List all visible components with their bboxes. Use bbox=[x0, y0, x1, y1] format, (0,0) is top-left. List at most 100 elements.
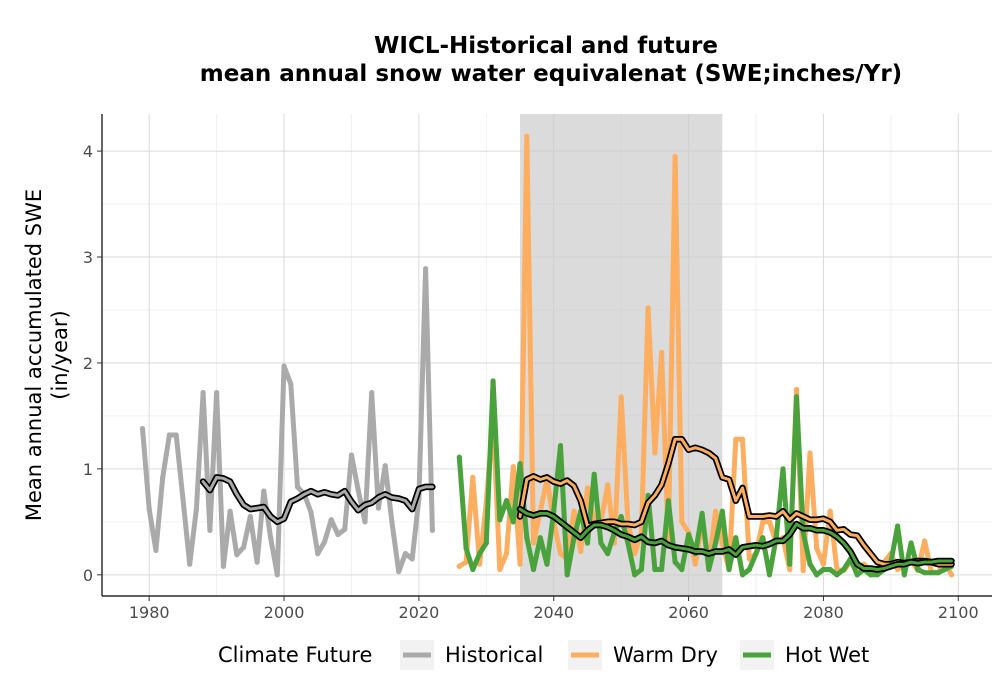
data-point-historical bbox=[308, 509, 314, 515]
data-point-warm-dry bbox=[524, 133, 530, 139]
data-point-warm-dry bbox=[632, 551, 638, 557]
data-point-hot-wet bbox=[638, 566, 644, 573]
data-point-hot-wet bbox=[524, 535, 530, 541]
data-point-hot-wet bbox=[733, 535, 739, 541]
data-point-hot-wet bbox=[874, 572, 880, 578]
y-axis-title: Mean annual accumulated SWE (in/year) bbox=[22, 189, 72, 521]
data-point-warm-dry bbox=[510, 464, 516, 470]
data-point-hot-wet bbox=[726, 566, 732, 573]
x-tick-label: 2000 bbox=[264, 603, 305, 622]
data-point-historical bbox=[160, 474, 166, 480]
data-point-hot-wet bbox=[780, 466, 786, 472]
data-point-hot-wet bbox=[766, 572, 773, 578]
data-point-warm-dry bbox=[530, 540, 537, 546]
data-point-hot-wet bbox=[699, 510, 705, 516]
data-point-warm-dry bbox=[692, 561, 698, 567]
data-point-historical bbox=[193, 506, 199, 512]
y-tick-label: 4 bbox=[83, 142, 93, 161]
y-tick-label: 3 bbox=[83, 248, 93, 267]
series-points-hot-wet bbox=[456, 378, 955, 578]
data-point-hot-wet bbox=[753, 551, 759, 557]
data-point-hot-wet bbox=[652, 566, 658, 573]
data-point-hot-wet bbox=[746, 566, 752, 573]
data-point-hot-wet bbox=[470, 566, 476, 573]
data-point-hot-wet bbox=[537, 535, 543, 541]
data-point-hot-wet bbox=[665, 498, 671, 504]
data-point-historical bbox=[261, 488, 267, 494]
data-point-warm-dry bbox=[679, 519, 685, 525]
data-point-hot-wet bbox=[787, 561, 793, 567]
plot-area: 1980 2000 2020 2040 2060 2080 2100 0 1 2 3 4 bbox=[83, 114, 992, 622]
data-point-hot-wet bbox=[483, 540, 489, 546]
data-point-hot-wet bbox=[591, 471, 597, 477]
data-point-historical bbox=[402, 551, 409, 557]
data-point-historical bbox=[247, 513, 253, 520]
data-point-historical bbox=[288, 381, 294, 387]
x-tick-label: 2080 bbox=[803, 603, 844, 622]
data-point-hot-wet bbox=[456, 454, 462, 460]
data-point-hot-wet bbox=[564, 572, 570, 578]
data-point-hot-wet bbox=[793, 394, 800, 400]
data-point-hot-wet bbox=[712, 540, 719, 546]
data-point-hot-wet bbox=[706, 566, 712, 573]
data-point-hot-wet bbox=[908, 540, 914, 546]
data-point-historical bbox=[187, 561, 193, 567]
data-point-historical bbox=[321, 539, 328, 545]
data-point-historical bbox=[429, 527, 435, 533]
data-point-warm-dry bbox=[787, 566, 793, 573]
data-point-historical bbox=[227, 508, 233, 514]
data-point-warm-dry bbox=[497, 566, 503, 573]
y-axis-title-line2: (in/year) bbox=[48, 310, 72, 399]
data-point-historical bbox=[348, 452, 355, 458]
data-point-warm-dry bbox=[659, 349, 665, 355]
data-point-warm-dry bbox=[503, 551, 510, 557]
data-point-hot-wet bbox=[618, 513, 624, 520]
data-point-historical bbox=[274, 572, 280, 578]
data-point-hot-wet bbox=[841, 566, 847, 573]
chart-title-line2: mean annual snow water equivalenat (SWE;… bbox=[200, 61, 902, 87]
data-point-historical bbox=[396, 569, 402, 575]
data-point-hot-wet bbox=[605, 551, 611, 557]
chart-title: WICL-Historical and future mean annual s… bbox=[200, 33, 902, 87]
data-point-warm-dry bbox=[672, 153, 678, 159]
data-point-warm-dry bbox=[895, 566, 901, 573]
data-point-hot-wet bbox=[814, 572, 820, 578]
data-point-hot-wet bbox=[760, 535, 766, 541]
legend-label-historical: Historical bbox=[445, 643, 543, 667]
data-point-warm-dry bbox=[827, 508, 833, 514]
data-point-historical bbox=[389, 519, 395, 525]
y-axis-title-line1: Mean annual accumulated SWE bbox=[22, 189, 46, 521]
data-point-hot-wet bbox=[632, 572, 638, 578]
data-point-historical bbox=[369, 390, 375, 396]
series-points-historical bbox=[139, 266, 435, 578]
data-point-warm-dry bbox=[652, 450, 658, 456]
data-point-warm-dry bbox=[605, 482, 611, 488]
data-point-historical bbox=[166, 432, 173, 438]
data-point-historical bbox=[342, 526, 348, 532]
data-point-historical bbox=[234, 552, 240, 558]
data-point-historical bbox=[423, 266, 429, 272]
data-point-hot-wet bbox=[557, 442, 564, 449]
data-point-hot-wet bbox=[807, 561, 813, 567]
data-point-historical bbox=[409, 556, 415, 562]
data-point-historical bbox=[315, 551, 321, 557]
legend-label-hot-wet: Hot Wet bbox=[785, 643, 869, 667]
x-tick-label: 2100 bbox=[938, 603, 979, 622]
data-point-warm-dry bbox=[578, 548, 584, 555]
data-point-hot-wet bbox=[530, 566, 537, 573]
data-point-hot-wet bbox=[921, 570, 928, 576]
data-point-warm-dry bbox=[645, 305, 651, 311]
y-tick-label: 2 bbox=[83, 354, 93, 373]
legend-label-warm-dry: Warm Dry bbox=[613, 643, 718, 667]
data-point-historical bbox=[294, 484, 301, 490]
data-point-warm-dry bbox=[948, 572, 955, 578]
data-point-warm-dry bbox=[712, 508, 719, 514]
data-point-hot-wet bbox=[895, 523, 901, 529]
data-point-warm-dry bbox=[571, 508, 577, 514]
x-tick-label: 2020 bbox=[399, 603, 440, 622]
data-point-historical bbox=[328, 517, 334, 523]
x-tick-label: 1980 bbox=[129, 603, 170, 622]
data-point-historical bbox=[355, 487, 361, 493]
chart-title-line1: WICL-Historical and future bbox=[374, 33, 718, 59]
